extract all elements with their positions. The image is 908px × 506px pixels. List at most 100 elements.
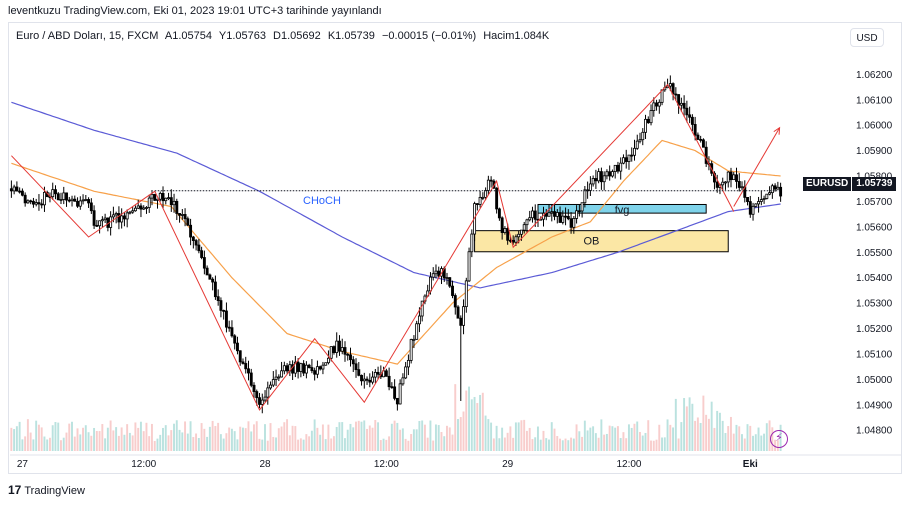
volume-bar: [650, 440, 652, 451]
candle-body: [18, 190, 22, 193]
volume-bar: [139, 421, 142, 451]
volume-bar: [192, 437, 195, 451]
volume-bar: [250, 431, 253, 451]
candle-body: [599, 171, 603, 183]
volume-bar: [203, 428, 206, 451]
candle-body: [434, 270, 438, 275]
volume-bar: [60, 440, 62, 451]
volume-bar: [330, 438, 333, 451]
volume-bar: [266, 440, 269, 451]
volume-bar: [492, 438, 495, 451]
volume-bar: [432, 440, 435, 451]
volume-bar: [316, 427, 319, 451]
volume-bar: [206, 436, 209, 451]
volume-bar: [559, 438, 561, 451]
volume-bar: [636, 421, 639, 451]
volume-bar: [87, 432, 90, 451]
candle-body: [89, 202, 93, 212]
y-tick-label: 1.06000: [856, 121, 893, 132]
candle-body: [511, 239, 515, 243]
legend-change: −0.00015 (−0.01%): [381, 30, 477, 42]
candle-body: [134, 207, 137, 212]
volume-bar: [605, 433, 608, 451]
volume-bar: [468, 386, 470, 451]
candle-body: [285, 365, 289, 372]
volume-bar: [523, 419, 526, 451]
candle-body: [255, 391, 259, 399]
volume-bar: [738, 426, 741, 451]
tv-logo-icon[interactable]: 17: [8, 483, 22, 497]
volume-bar: [757, 427, 760, 451]
candle-body: [564, 215, 568, 218]
candle-body: [641, 131, 645, 141]
volume-bar: [536, 426, 539, 451]
lightning-icon[interactable]: ⚡: [770, 430, 788, 448]
volume-bar: [498, 438, 501, 451]
candle-body: [746, 197, 749, 202]
candle-body: [484, 190, 488, 198]
candle-body: [95, 224, 99, 227]
candle-body: [84, 199, 88, 201]
fvg-zone: [537, 203, 707, 214]
legend-volume: Hacim1.084K: [483, 30, 550, 42]
legend-symbol[interactable]: Euro / ABD Doları, 15, FXCM: [16, 30, 159, 42]
candle-body: [324, 362, 328, 366]
candle-body: [321, 364, 325, 370]
volume-bar: [741, 434, 743, 451]
candle-body: [332, 346, 336, 353]
candle-body: [62, 192, 66, 200]
volume-bar: [123, 434, 126, 451]
candle-body: [395, 397, 399, 405]
volume-bar: [82, 427, 84, 451]
candle-body: [277, 376, 281, 379]
volume-bar: [570, 437, 573, 451]
volume-bar: [327, 424, 330, 451]
volume-bar: [186, 433, 189, 451]
volume-bar: [705, 414, 708, 451]
volume-bar: [553, 428, 556, 451]
legend-close: K1.05739: [327, 30, 375, 42]
volume-bar: [694, 420, 697, 451]
candle-body: [679, 102, 683, 106]
volume-bar: [286, 419, 289, 451]
candle-body: [566, 215, 570, 220]
volume-bar: [611, 426, 614, 451]
footer-brand[interactable]: TradingView: [24, 485, 85, 497]
candle-body: [175, 200, 179, 214]
candle-body: [164, 197, 168, 202]
volume-bar: [24, 436, 27, 451]
candle-body: [365, 378, 369, 381]
currency-button[interactable]: USD: [850, 28, 884, 47]
candle-body: [202, 257, 206, 269]
candle-body: [219, 300, 223, 311]
volume-bar: [35, 420, 38, 451]
candle-body: [266, 387, 270, 398]
volume-bar: [763, 433, 766, 451]
candle-body: [495, 187, 499, 210]
candle-body: [161, 192, 165, 202]
candle-body: [409, 339, 413, 361]
volume-bar: [743, 438, 746, 451]
volume-bar: [490, 422, 493, 451]
y-tick-label: 1.06100: [856, 95, 893, 106]
candle-body: [40, 203, 44, 206]
volume-bar: [366, 428, 368, 451]
candle-body: [453, 295, 457, 308]
candle-body: [580, 202, 584, 212]
volume-bar: [652, 440, 655, 451]
volume-bar: [542, 430, 545, 451]
candle-body: [401, 377, 405, 385]
candle-body: [489, 179, 493, 182]
volume-bar: [462, 411, 465, 451]
candle-body: [111, 214, 115, 218]
ob-label: OB: [583, 236, 599, 248]
volume-bar: [368, 425, 371, 451]
candle-body: [211, 278, 215, 283]
volume-bar: [429, 420, 432, 451]
volume-bar: [255, 421, 258, 451]
candle-body: [649, 110, 653, 124]
volume-bar: [396, 422, 399, 451]
volume-bar: [393, 420, 396, 451]
footer: 17 TradingView: [8, 483, 85, 497]
